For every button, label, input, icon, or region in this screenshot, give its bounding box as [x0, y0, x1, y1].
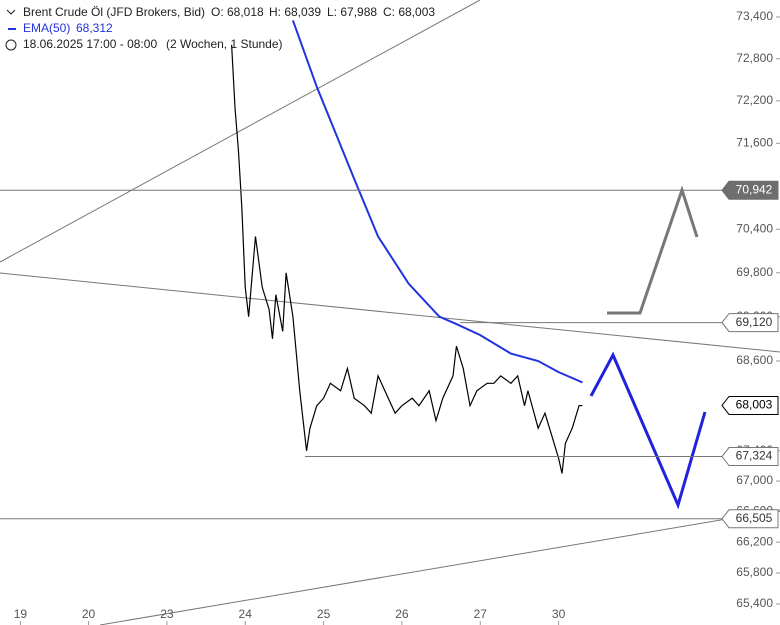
projection-blue	[589, 351, 707, 510]
title: Brent Crude Öl (JFD Brokers, Bid)	[23, 5, 205, 19]
y-tick-label: 69,800	[736, 265, 773, 279]
level-box	[721, 509, 779, 529]
y-tick-label: 65,800	[736, 565, 773, 579]
trendline	[0, 272, 780, 353]
x-tick-label: 30	[552, 607, 566, 621]
x-tick-label: 24	[239, 607, 253, 621]
y-tick-label: 67,000	[736, 473, 773, 487]
x-tick-label: 25	[317, 607, 331, 621]
legend-ema: EMA(50)	[23, 21, 70, 35]
legend-ema-value: 68,312	[76, 21, 113, 35]
legend-icons	[5, 9, 17, 51]
level-box	[721, 395, 779, 415]
level-box	[721, 313, 779, 333]
ohlc-high: H: 68,039	[269, 5, 321, 19]
ohlc-open: O: 68,018	[211, 5, 264, 19]
x-tick-label: 19	[14, 607, 28, 621]
y-tick-label: 71,600	[736, 135, 773, 149]
trendline	[99, 509, 780, 625]
ohlc-low: L: 67,988	[327, 5, 377, 19]
x-tick-label: 20	[82, 607, 96, 621]
projection-gray	[607, 185, 699, 315]
y-tick-label: 72,200	[736, 93, 773, 107]
level-label: 68,003	[736, 398, 773, 412]
ema-line	[291, 20, 583, 384]
x-tick-label: 23	[160, 607, 174, 621]
level-label: 69,120	[736, 315, 773, 329]
range: (2 Wochen, 1 Stunde)	[166, 37, 283, 51]
level-box	[721, 447, 779, 467]
y-tick-label: 66,200	[736, 534, 773, 548]
y-tick-label: 65,400	[736, 596, 773, 610]
level-box	[721, 180, 779, 200]
plot-area	[231, 20, 583, 474]
level-label: 70,942	[736, 182, 773, 196]
chevron	[6, 9, 16, 15]
trendline	[0, 0, 481, 263]
y-tick-label: 70,400	[736, 221, 773, 235]
y-tick-label: 72,800	[736, 51, 773, 65]
level-label: 66,505	[736, 511, 773, 525]
period: 18.06.2025 17:00 - 08:00	[23, 37, 157, 51]
price-line	[231, 44, 583, 474]
level-label: 67,324	[736, 449, 773, 463]
y-tick-label: 73,400	[736, 9, 773, 23]
y-tick-label: 68,600	[736, 353, 773, 367]
x-tick-label: 27	[474, 607, 488, 621]
ohlc-close: C: 68,003	[383, 5, 435, 19]
x-tick-label: 26	[395, 607, 409, 621]
clock	[5, 39, 17, 51]
